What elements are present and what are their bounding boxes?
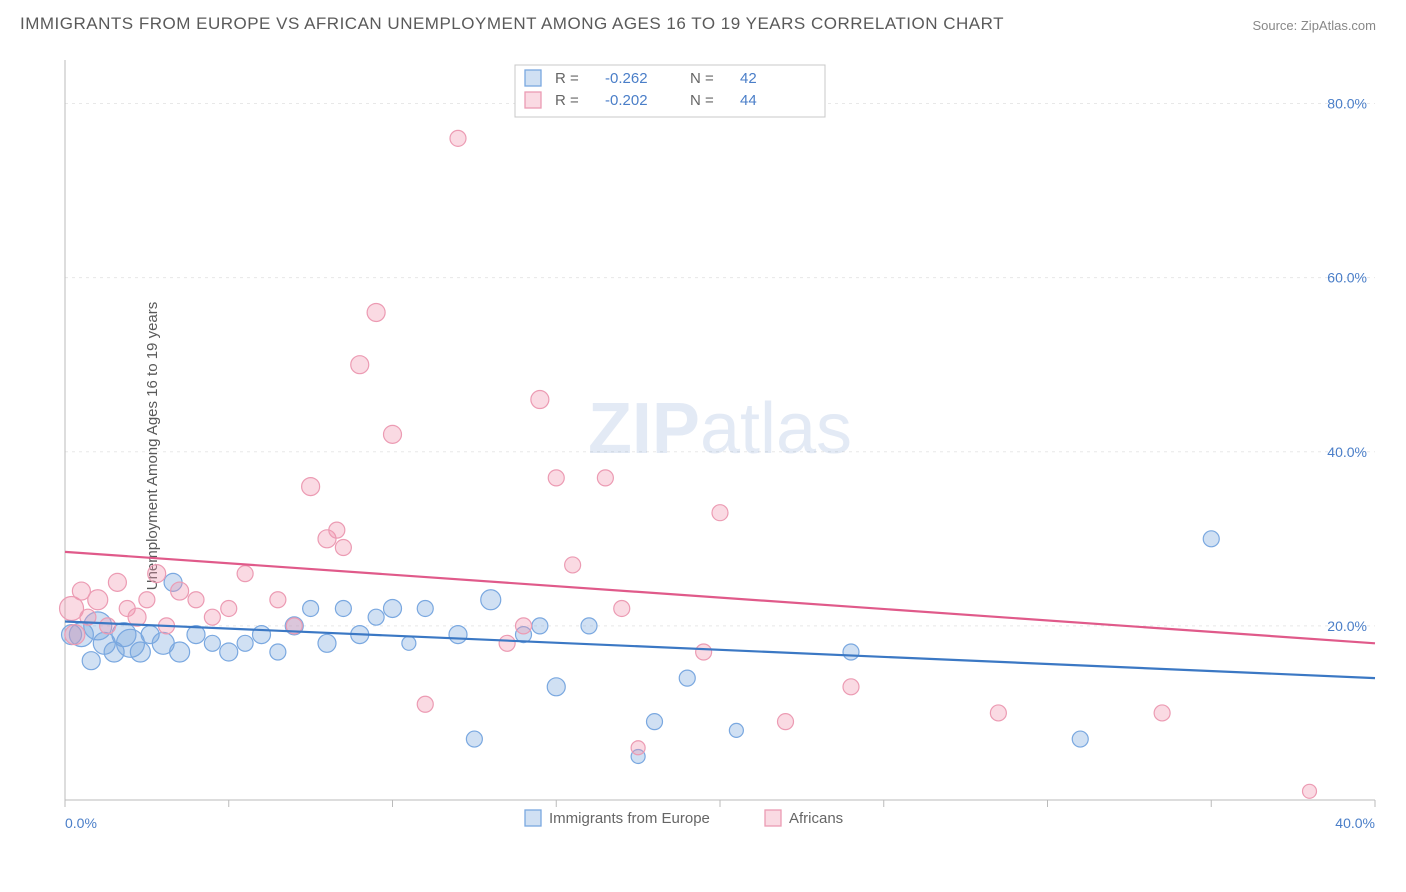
chart-area: 20.0% 40.0% 60.0% 80.0% 0.0% 40.0% R = -0.262 N … [55, 50, 1385, 840]
source-attribution: Source: ZipAtlas.com [1252, 18, 1376, 33]
source-link[interactable]: ZipAtlas.com [1301, 18, 1376, 33]
svg-text:0.0%: 0.0% [65, 815, 97, 831]
svg-text:N =: N = [690, 92, 714, 109]
source-label: Source: [1252, 18, 1300, 33]
svg-text:R =: R = [555, 92, 579, 109]
svg-text:40.0%: 40.0% [1327, 444, 1367, 460]
svg-text:40.0%: 40.0% [1335, 815, 1375, 831]
svg-text:20.0%: 20.0% [1327, 618, 1367, 634]
svg-text:60.0%: 60.0% [1327, 270, 1367, 286]
svg-text:N =: N = [690, 70, 714, 87]
svg-text:Africans: Africans [789, 810, 843, 827]
chart-title: IMMIGRANTS FROM EUROPE VS AFRICAN UNEMPL… [20, 14, 1004, 34]
svg-text:R =: R = [555, 70, 579, 87]
svg-text:44: 44 [740, 92, 757, 109]
svg-text:Immigrants from Europe: Immigrants from Europe [549, 810, 710, 827]
svg-text:-0.262: -0.262 [605, 70, 648, 87]
svg-text:80.0%: 80.0% [1327, 96, 1367, 112]
scatter-chart: 20.0% 40.0% 60.0% 80.0% 0.0% 40.0% R = -0.262 N … [55, 50, 1385, 840]
svg-text:-0.202: -0.202 [605, 92, 648, 109]
svg-text:42: 42 [740, 70, 757, 87]
